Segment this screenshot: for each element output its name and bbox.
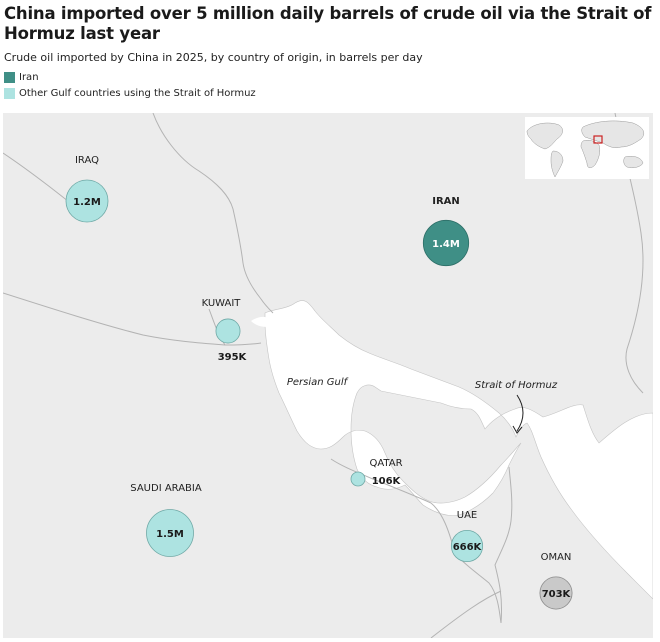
legend-label-other-gulf: Other Gulf countries using the Strait of… bbox=[19, 88, 256, 99]
iraq-saudi-border bbox=[2, 292, 226, 346]
inset-continents bbox=[526, 120, 644, 178]
inset-australia bbox=[623, 156, 644, 169]
legend-label-iran: Iran bbox=[19, 72, 39, 83]
qatar-name-label: QATAR bbox=[369, 458, 402, 469]
strait-of-hormuz-label: Strait of Hormuz bbox=[475, 380, 558, 391]
oman-bubble bbox=[539, 576, 573, 610]
uae-name-label: UAE bbox=[457, 510, 477, 521]
kuwait-border bbox=[208, 308, 262, 346]
iran-bubble bbox=[422, 219, 470, 267]
inset-location-box bbox=[593, 135, 603, 144]
saudi-bubble bbox=[146, 509, 194, 557]
legend-item-iran: Iran bbox=[4, 72, 656, 83]
kuwait-value-label: 395K bbox=[218, 352, 248, 363]
legend-swatch-other-gulf bbox=[4, 88, 15, 99]
chart-title: China imported over 5 million daily barr… bbox=[4, 4, 652, 43]
qatar-value-label: 106K bbox=[372, 476, 402, 487]
bubbles-layer: IRAQ 1.2M IRAN 1.4M KUWAIT 395K QATAR 106K SAUDI… bbox=[65, 155, 573, 610]
legend-swatch-iran bbox=[4, 72, 15, 83]
persian-gulf-label: Persian Gulf bbox=[287, 377, 349, 388]
world-inset-map bbox=[525, 117, 649, 179]
qatar-bubble bbox=[350, 471, 366, 487]
uae-value-label: 666K bbox=[453, 542, 483, 553]
uae-oman-border bbox=[494, 466, 513, 624]
oman-name-label: OMAN bbox=[541, 552, 572, 563]
iran-name-label: IRAN bbox=[432, 196, 460, 207]
inset-south-america bbox=[550, 150, 564, 178]
inset-eurasia bbox=[581, 120, 644, 149]
persian-gulf-water bbox=[264, 300, 654, 600]
chart-subtitle: Crude oil imported by China in 2025, by … bbox=[4, 51, 423, 64]
legend: Iran Other Gulf countries using the Stra… bbox=[4, 72, 656, 99]
kuwait-bubble bbox=[215, 318, 241, 344]
chart-header: China imported over 5 million daily barr… bbox=[4, 4, 656, 99]
iraq-name-label: IRAQ bbox=[75, 155, 99, 166]
inset-africa bbox=[580, 139, 601, 168]
iraq-iran-border bbox=[152, 112, 274, 314]
kuwait-bay bbox=[251, 316, 269, 327]
saudi-qatar-uae-border bbox=[330, 458, 502, 624]
saudi-name-label: SAUDI ARABIA bbox=[130, 483, 202, 494]
iraq-value-label: 1.2M bbox=[73, 197, 101, 208]
iraq-bubble bbox=[65, 179, 109, 223]
hormuz-arrow bbox=[516, 394, 524, 432]
oman-saudi-border bbox=[430, 590, 502, 639]
iran-value-label: 1.4M bbox=[432, 239, 460, 250]
map: Persian Gulf Strait of Hormuz IRAQ 1.2M IR… bbox=[2, 112, 654, 639]
oman-value-label: 703K bbox=[542, 589, 572, 600]
inset-north-america bbox=[526, 122, 563, 150]
uae-bubble bbox=[450, 529, 484, 563]
legend-item-other-gulf: Other Gulf countries using the Strait of… bbox=[4, 88, 656, 99]
hormuz-arrowhead bbox=[512, 425, 523, 434]
saudi-value-label: 1.5M bbox=[156, 529, 184, 540]
kuwait-name-label: KUWAIT bbox=[202, 298, 242, 309]
